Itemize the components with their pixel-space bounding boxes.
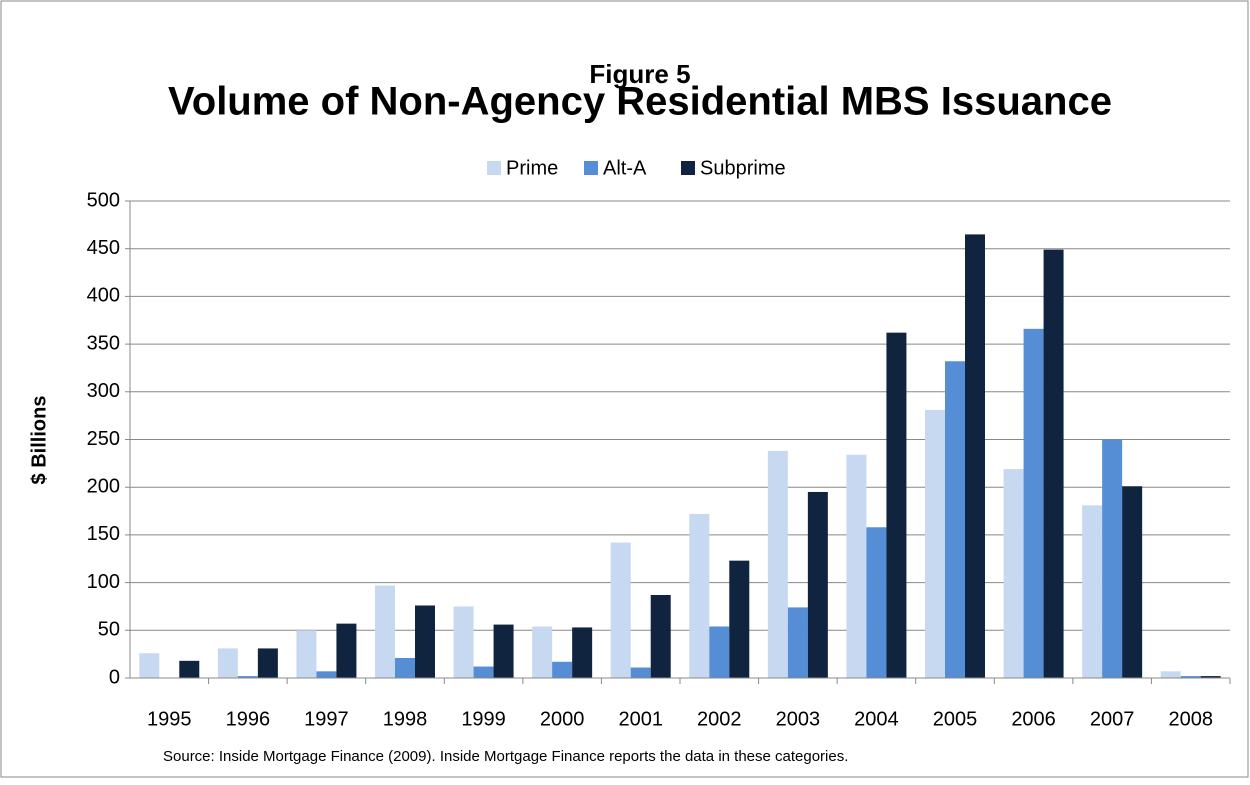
- y-tick-label: 0: [109, 666, 120, 688]
- y-tick-label: 350: [87, 332, 120, 354]
- legend-swatch: [487, 161, 501, 175]
- x-tick-label: 2002: [697, 708, 742, 730]
- y-tick-label: 250: [87, 428, 120, 450]
- bar: [1023, 328, 1044, 678]
- bar: [473, 666, 494, 678]
- bar: [1200, 676, 1221, 678]
- bar: [296, 630, 317, 678]
- bar: [217, 648, 238, 678]
- bar: [846, 454, 867, 678]
- bar: [257, 648, 278, 678]
- source-note: Source: Inside Mortgage Finance (2009). …: [163, 748, 848, 765]
- bar: [336, 623, 357, 678]
- bar: [630, 667, 651, 678]
- x-tick-label: 1997: [304, 708, 349, 730]
- x-tick-label: 2003: [776, 708, 821, 730]
- x-tick-label: 2006: [1011, 708, 1056, 730]
- bar: [945, 361, 965, 678]
- bar: [1003, 469, 1024, 678]
- bar: [767, 450, 788, 678]
- x-tick-label: 2008: [1168, 708, 1213, 730]
- bar: [787, 607, 808, 678]
- bar: [709, 626, 730, 678]
- figure-label: Figure 5: [589, 59, 690, 89]
- y-axis-label: $ Billions: [28, 396, 50, 485]
- bar: [415, 605, 435, 678]
- chart-title: Volume of Non-Agency Residential MBS Iss…: [168, 80, 1112, 124]
- x-tick-label: 1999: [461, 708, 506, 730]
- bar: [375, 585, 395, 678]
- bar: [395, 657, 415, 678]
- x-tick-label: 2001: [618, 708, 663, 730]
- bar: [453, 606, 474, 678]
- legend-label: Subprime: [700, 157, 786, 179]
- bar: [689, 513, 710, 678]
- x-tick-label: 1995: [147, 708, 192, 730]
- x-tick-label: 1998: [383, 708, 428, 730]
- bar: [1122, 486, 1143, 678]
- bar: [886, 332, 907, 678]
- y-tick-label: 50: [98, 619, 120, 641]
- x-tick-label: 2007: [1090, 708, 1135, 730]
- bar: [139, 653, 160, 678]
- bar: [610, 542, 631, 678]
- bar: [493, 624, 514, 678]
- bar: [650, 595, 671, 678]
- bar: [179, 660, 200, 678]
- bar: [866, 527, 887, 678]
- bar: [1043, 249, 1064, 679]
- bar: [532, 626, 553, 678]
- bar: [1102, 439, 1123, 678]
- bar: [316, 671, 337, 678]
- y-tick-label: 150: [87, 523, 120, 545]
- bar: [807, 491, 828, 678]
- bar: [965, 234, 985, 678]
- x-tick-label: 1996: [226, 708, 271, 730]
- y-tick-label: 100: [87, 571, 120, 593]
- bar: [1082, 505, 1103, 678]
- x-tick-label: 2005: [933, 708, 978, 730]
- bar: [1160, 671, 1181, 678]
- bar: [552, 661, 573, 678]
- bar: [237, 676, 258, 678]
- legend-swatch: [681, 161, 695, 175]
- legend-label: Alt-A: [603, 157, 647, 179]
- y-tick-label: 200: [87, 475, 120, 497]
- bar: [1180, 676, 1201, 678]
- x-tick-label: 2004: [854, 708, 899, 730]
- y-tick-label: 400: [87, 285, 120, 307]
- x-tick-label: 2000: [540, 708, 585, 730]
- y-tick-label: 300: [87, 380, 120, 402]
- y-tick-label: 500: [87, 189, 120, 211]
- bar: [925, 409, 945, 678]
- y-tick-label: 450: [87, 237, 120, 259]
- legend-swatch: [584, 161, 598, 175]
- legend-label: Prime: [506, 157, 558, 179]
- bar: [729, 560, 750, 678]
- bar: [572, 627, 593, 678]
